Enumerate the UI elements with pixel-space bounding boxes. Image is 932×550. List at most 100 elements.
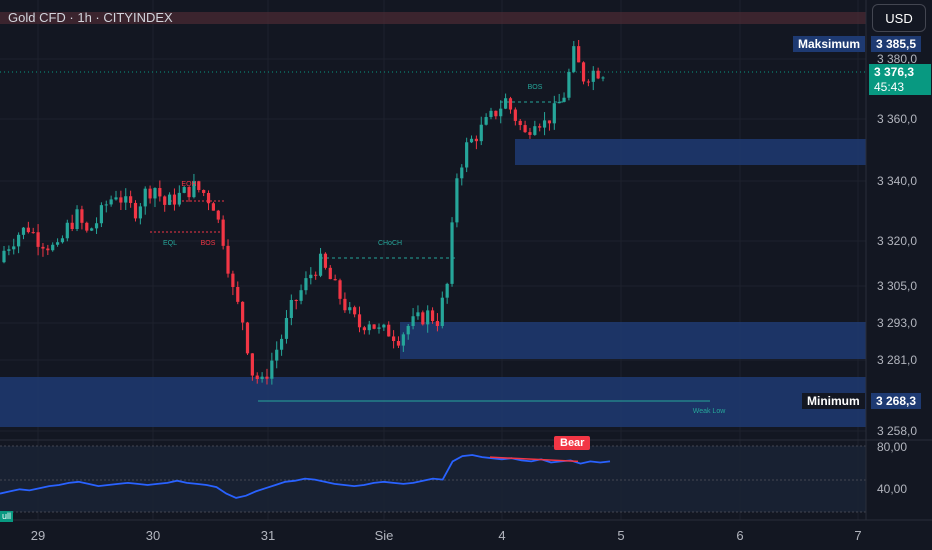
candle-body <box>182 187 186 193</box>
candle-body <box>542 120 547 128</box>
candle-body <box>206 192 211 204</box>
maximum-label: Maksimum <box>793 36 866 52</box>
candle-body <box>192 181 196 198</box>
time-tick-label: 4 <box>498 528 506 543</box>
candle-body <box>416 312 420 317</box>
candle-body <box>279 338 284 350</box>
candle-body <box>124 196 128 203</box>
current-price-label: 3 376,3 <box>869 64 931 80</box>
candle-body <box>499 108 503 117</box>
candle-body <box>411 316 415 326</box>
candle-body <box>508 98 513 110</box>
candle-body <box>289 299 293 318</box>
candle-body <box>75 209 79 230</box>
candle-body <box>17 234 21 247</box>
candle-body <box>177 192 181 205</box>
candle-body <box>304 278 308 291</box>
candle-body <box>255 375 259 379</box>
time-tick-label: 7 <box>854 528 862 543</box>
candle-body <box>236 286 240 302</box>
candle-body <box>465 142 469 168</box>
choch-annotation: CHoCH <box>377 240 403 247</box>
candle-body <box>36 232 40 247</box>
candle-body <box>163 196 167 205</box>
candle-body <box>85 222 89 231</box>
bos-annotation: BOS <box>200 240 216 247</box>
candle-body <box>90 228 94 231</box>
candle-body <box>513 109 517 121</box>
time-tick-label: Sie <box>374 528 394 543</box>
candle-body <box>309 274 313 279</box>
candle-body <box>245 322 250 354</box>
candle-body <box>299 290 303 301</box>
symbol-title: Gold CFD · 1h · CITYINDEX <box>8 10 173 25</box>
candle-body <box>197 181 201 190</box>
order-block-zone <box>400 322 866 359</box>
candle-body <box>367 324 371 331</box>
candle-body <box>338 280 342 299</box>
candle-body <box>270 360 274 379</box>
candle-body <box>202 189 206 193</box>
candle-body <box>362 327 366 331</box>
price-tick-label: 3 340,0 <box>877 174 918 188</box>
price-tick-label: 3 305,0 <box>877 279 918 293</box>
price-tick-label: 3 281,0 <box>877 353 918 367</box>
candle-body <box>70 222 74 230</box>
candle-body <box>2 250 6 263</box>
candle-body <box>547 120 552 124</box>
price-tick-label: 3 320,0 <box>877 234 918 248</box>
candle-body <box>250 353 254 376</box>
candle-body <box>577 46 581 63</box>
rsi-tick-label: 80,00 <box>877 440 908 454</box>
bear-divergence-line <box>489 456 579 463</box>
candle-body <box>148 188 152 199</box>
time-tick-label: 31 <box>260 528 276 543</box>
currency-button[interactable]: USD <box>872 4 926 32</box>
candle-body <box>426 310 430 325</box>
candle-body <box>430 310 435 322</box>
candle-body <box>469 138 474 143</box>
candle-body <box>348 307 352 311</box>
candle-body <box>572 46 576 72</box>
candle-body <box>562 97 566 102</box>
order-block-zone <box>515 139 866 165</box>
candle-body <box>294 299 298 301</box>
candle-body <box>328 267 332 280</box>
candle-body <box>153 188 157 199</box>
candle-body <box>119 197 123 203</box>
candle-body <box>406 325 410 335</box>
candle-body <box>450 222 454 284</box>
candle-body <box>552 103 556 124</box>
candle-body <box>60 238 65 243</box>
candle-body <box>211 203 216 211</box>
price-tick-label: 3 360,0 <box>877 112 918 126</box>
candle-body <box>133 202 138 219</box>
candle-body <box>129 196 133 203</box>
candle-body <box>586 81 590 83</box>
top-resistance-band <box>0 12 866 24</box>
candle-body <box>333 279 337 281</box>
candle-body <box>440 297 444 326</box>
candle-body <box>474 138 478 142</box>
candle-body <box>601 77 605 79</box>
candle-body <box>455 178 459 223</box>
weak-low-annotation: Weak Low <box>692 408 726 415</box>
maximum-value: 3 385,5 <box>871 36 922 52</box>
candle-body <box>216 210 220 220</box>
time-tick-label: 30 <box>145 528 161 543</box>
order-block-zone <box>0 377 866 427</box>
candle-body <box>46 248 50 251</box>
candle-body <box>528 132 532 135</box>
candle-body <box>538 126 542 128</box>
bear-divergence-label: Bear <box>554 436 591 450</box>
candle-body <box>138 206 142 219</box>
candle-body <box>596 70 600 79</box>
candle-body <box>591 70 595 82</box>
candle-body <box>353 307 357 315</box>
candle-body <box>284 317 289 339</box>
candle-body <box>41 246 45 249</box>
price-tick-label: 3 293,0 <box>877 316 918 330</box>
candle-body <box>460 167 464 179</box>
rsi-tick-label: 40,00 <box>877 482 908 496</box>
